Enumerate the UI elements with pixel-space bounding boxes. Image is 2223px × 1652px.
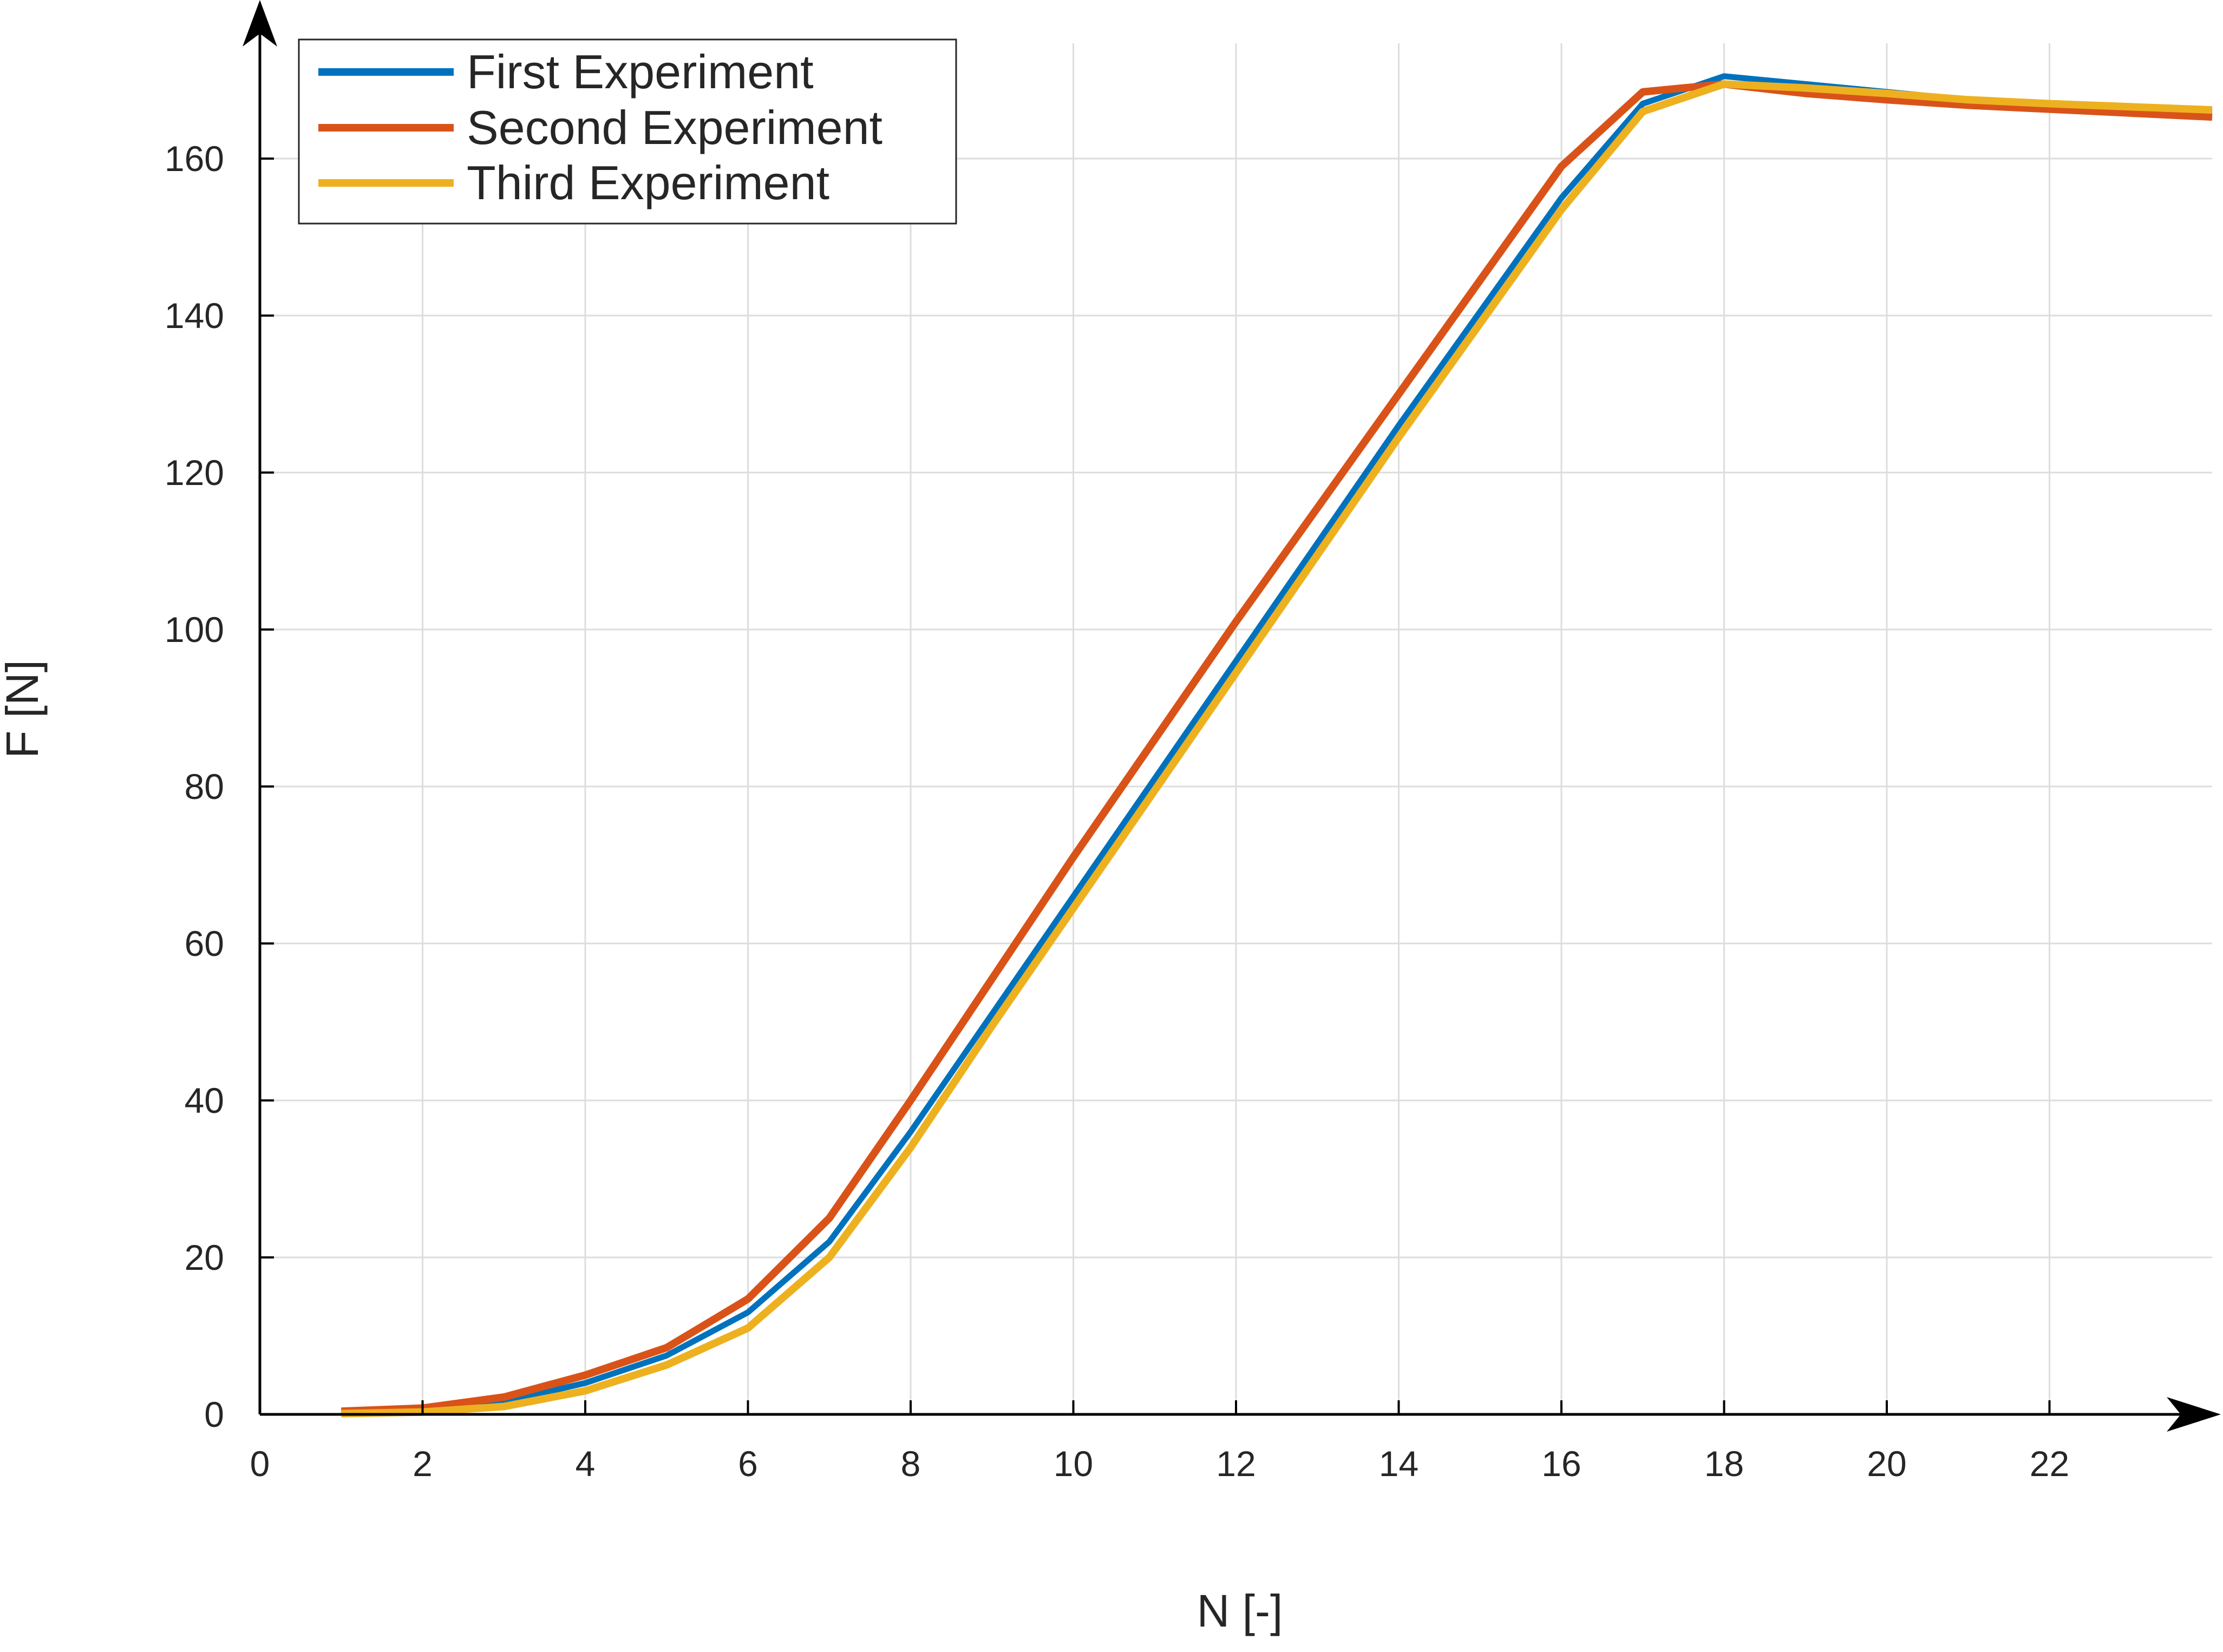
y-tick-label: 80 [185,766,224,807]
x-tick-label: 20 [1867,1444,1906,1484]
y-tick-label: 20 [185,1237,224,1277]
x-tick-label: 16 [1541,1444,1581,1484]
x-axis-label: N [-] [1197,1585,1283,1636]
grid [260,43,2212,1414]
y-tick-label: 40 [185,1080,224,1120]
x-tick-label: 10 [1054,1444,1093,1484]
legend-label-2: Second Experiment [467,101,882,154]
x-tick-label: 12 [1216,1444,1256,1484]
x-tick-label: 14 [1379,1444,1418,1484]
series-line-3 [341,80,2213,1418]
x-tick-label: 2 [413,1444,433,1484]
series-lines [341,73,2213,1418]
y-tick-label: 120 [165,453,224,493]
x-tick-label: 22 [2030,1444,2069,1484]
axes [243,0,2221,1432]
x-axis-arrow-icon [2167,1397,2221,1432]
legend-label-1: First Experiment [467,45,814,99]
y-tick-label: 0 [204,1394,224,1434]
x-tick-labels: 0 2 4 6 8 10 12 14 16 18 20 22 [250,1400,2069,1484]
y-axis-label: F [N] [0,660,48,758]
x-tick-label: 6 [738,1444,758,1484]
series-line-2 [341,80,2213,1415]
x-tick-label: 4 [576,1444,596,1484]
y-tick-label: 140 [165,296,224,336]
x-tick-label: 0 [250,1444,270,1484]
y-tick-labels: 0 20 40 60 80 100 120 140 160 [165,139,274,1434]
x-tick-label: 18 [1704,1444,1744,1484]
y-tick-label: 60 [185,923,224,963]
series-line-1 [341,73,2213,1416]
legend-label-3: Third Experiment [467,156,829,209]
y-tick-label: 100 [165,609,224,650]
x-tick-label: 8 [901,1444,921,1484]
y-axis-arrow-icon [243,0,277,47]
y-tick-label: 160 [165,139,224,179]
